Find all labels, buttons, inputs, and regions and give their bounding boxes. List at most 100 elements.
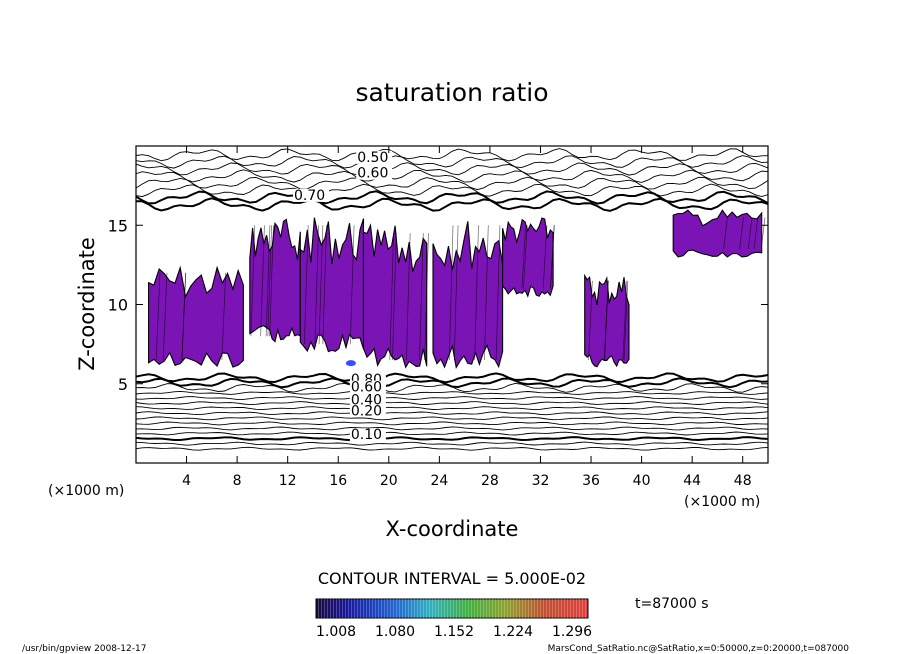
- region-streak: [453, 225, 459, 360]
- contour-line: [136, 431, 768, 436]
- contour-line: [136, 436, 768, 442]
- region-streak: [604, 280, 609, 360]
- region-streak: [155, 272, 161, 360]
- contour-label: 0.40: [351, 392, 382, 408]
- region-streak: [474, 225, 479, 360]
- region-streak: [495, 225, 501, 360]
- contour-label: 0.50: [357, 150, 388, 166]
- contour-label: 0.60: [351, 380, 382, 396]
- x-tick-label: 4: [182, 473, 191, 489]
- region-streak: [392, 233, 397, 360]
- contour-line: [136, 396, 768, 400]
- contour-line: [136, 416, 768, 421]
- region-streak: [623, 280, 629, 360]
- region-streak: [747, 217, 753, 250]
- footer-left: /usr/bin/gpview 2008-12-17: [22, 644, 146, 654]
- contour-line: [136, 176, 768, 191]
- region-streak: [406, 233, 411, 360]
- region-streak: [523, 225, 528, 289]
- contour-label: 0.10: [351, 427, 382, 443]
- y-axis-ticks: 5 10 15: [108, 216, 768, 394]
- region-streak: [521, 225, 527, 289]
- colorbar-tick-labels: 1.008 1.080 1.152 1.224 1.296: [316, 624, 592, 640]
- region-streak: [588, 280, 593, 360]
- contour-line: [136, 390, 768, 395]
- contour-line: [136, 441, 768, 446]
- x-axis-unit: (×1000 m): [684, 494, 760, 510]
- region-streak: [622, 280, 628, 360]
- y-axis-label: Z-coordinate: [75, 237, 99, 371]
- supersaturated-region: [502, 217, 554, 298]
- x-axis-label: X-coordinate: [386, 517, 519, 541]
- contour-interval-label: CONTOUR INTERVAL = 5.000E-02: [318, 569, 586, 588]
- contour-line: [136, 155, 768, 169]
- region-streak: [419, 233, 424, 360]
- colorbar-tick-label: 1.152: [434, 624, 474, 640]
- region-streak: [448, 225, 454, 360]
- region-streak: [753, 217, 759, 250]
- contour-label: 0.60: [357, 166, 388, 182]
- supersaturated-region: [148, 265, 244, 368]
- region-streak: [267, 225, 272, 337]
- contour-line: [136, 169, 768, 183]
- contour-line: [136, 401, 768, 406]
- contour-line: [136, 426, 768, 431]
- colorbar-tick-label: 1.008: [316, 624, 356, 640]
- contour-label: 0.20: [351, 403, 382, 419]
- region-streak: [542, 225, 548, 289]
- contour-line: [136, 406, 768, 411]
- region-streak: [318, 225, 324, 345]
- contour-line: [136, 446, 768, 451]
- contour-labels: 0.500.600.700.800.600.400.200.10: [293, 150, 393, 443]
- x-tick-label: 28: [481, 473, 499, 489]
- region-streak: [181, 272, 186, 360]
- x-tick-label: 20: [380, 473, 398, 489]
- contour-line: [136, 377, 768, 389]
- y-tick-label: 10: [108, 296, 128, 315]
- supersaturated-region: [584, 273, 630, 368]
- x-tick-label: 48: [734, 473, 752, 489]
- y-tick-label: 15: [108, 216, 128, 235]
- supersaturated-region: [362, 223, 428, 369]
- colorbar-tick-label: 1.080: [375, 624, 415, 640]
- contour-line: [136, 372, 768, 384]
- region-streak: [739, 217, 744, 250]
- y-axis-unit: (×1000 m): [48, 483, 124, 499]
- x-tick-label: 16: [329, 473, 347, 489]
- colorbar-tick-label: 1.296: [552, 624, 592, 640]
- chart-title: saturation ratio: [355, 78, 548, 107]
- region-streak: [322, 225, 327, 345]
- region-streak: [250, 225, 256, 337]
- y-tick-label: 5: [118, 375, 128, 394]
- time-label: t=87000 s: [635, 596, 709, 612]
- contour-line: [136, 190, 768, 205]
- region-streak: [260, 225, 265, 337]
- x-tick-label: 44: [683, 473, 701, 489]
- x-tick-label: 36: [582, 473, 600, 489]
- contour-line: [136, 148, 768, 162]
- region-streak: [550, 225, 555, 289]
- region-streak: [603, 280, 609, 360]
- region-streak: [723, 217, 728, 250]
- region-streak: [162, 272, 168, 360]
- x-tick-label: 24: [430, 473, 448, 489]
- contour-line: [136, 421, 768, 426]
- x-tick-label: 40: [633, 473, 651, 489]
- contour-line: [136, 162, 768, 176]
- region-streak: [314, 225, 320, 345]
- region-streak: [304, 225, 309, 345]
- colorbar-tick-label: 1.224: [493, 624, 533, 640]
- region-streak: [349, 225, 355, 345]
- region-streak: [221, 272, 227, 360]
- region-streak: [760, 217, 766, 250]
- x-tick-label: 8: [233, 473, 242, 489]
- colorbar: 1.008 1.080 1.152 1.224 1.296: [315, 598, 592, 640]
- region-streak: [484, 225, 489, 360]
- contour-line: [136, 183, 768, 198]
- x-tick-label: 32: [532, 473, 550, 489]
- supersaturated-regions: [148, 209, 766, 369]
- region-streak: [424, 233, 429, 360]
- contour-line: [136, 411, 768, 416]
- x-tick-label: 12: [279, 473, 297, 489]
